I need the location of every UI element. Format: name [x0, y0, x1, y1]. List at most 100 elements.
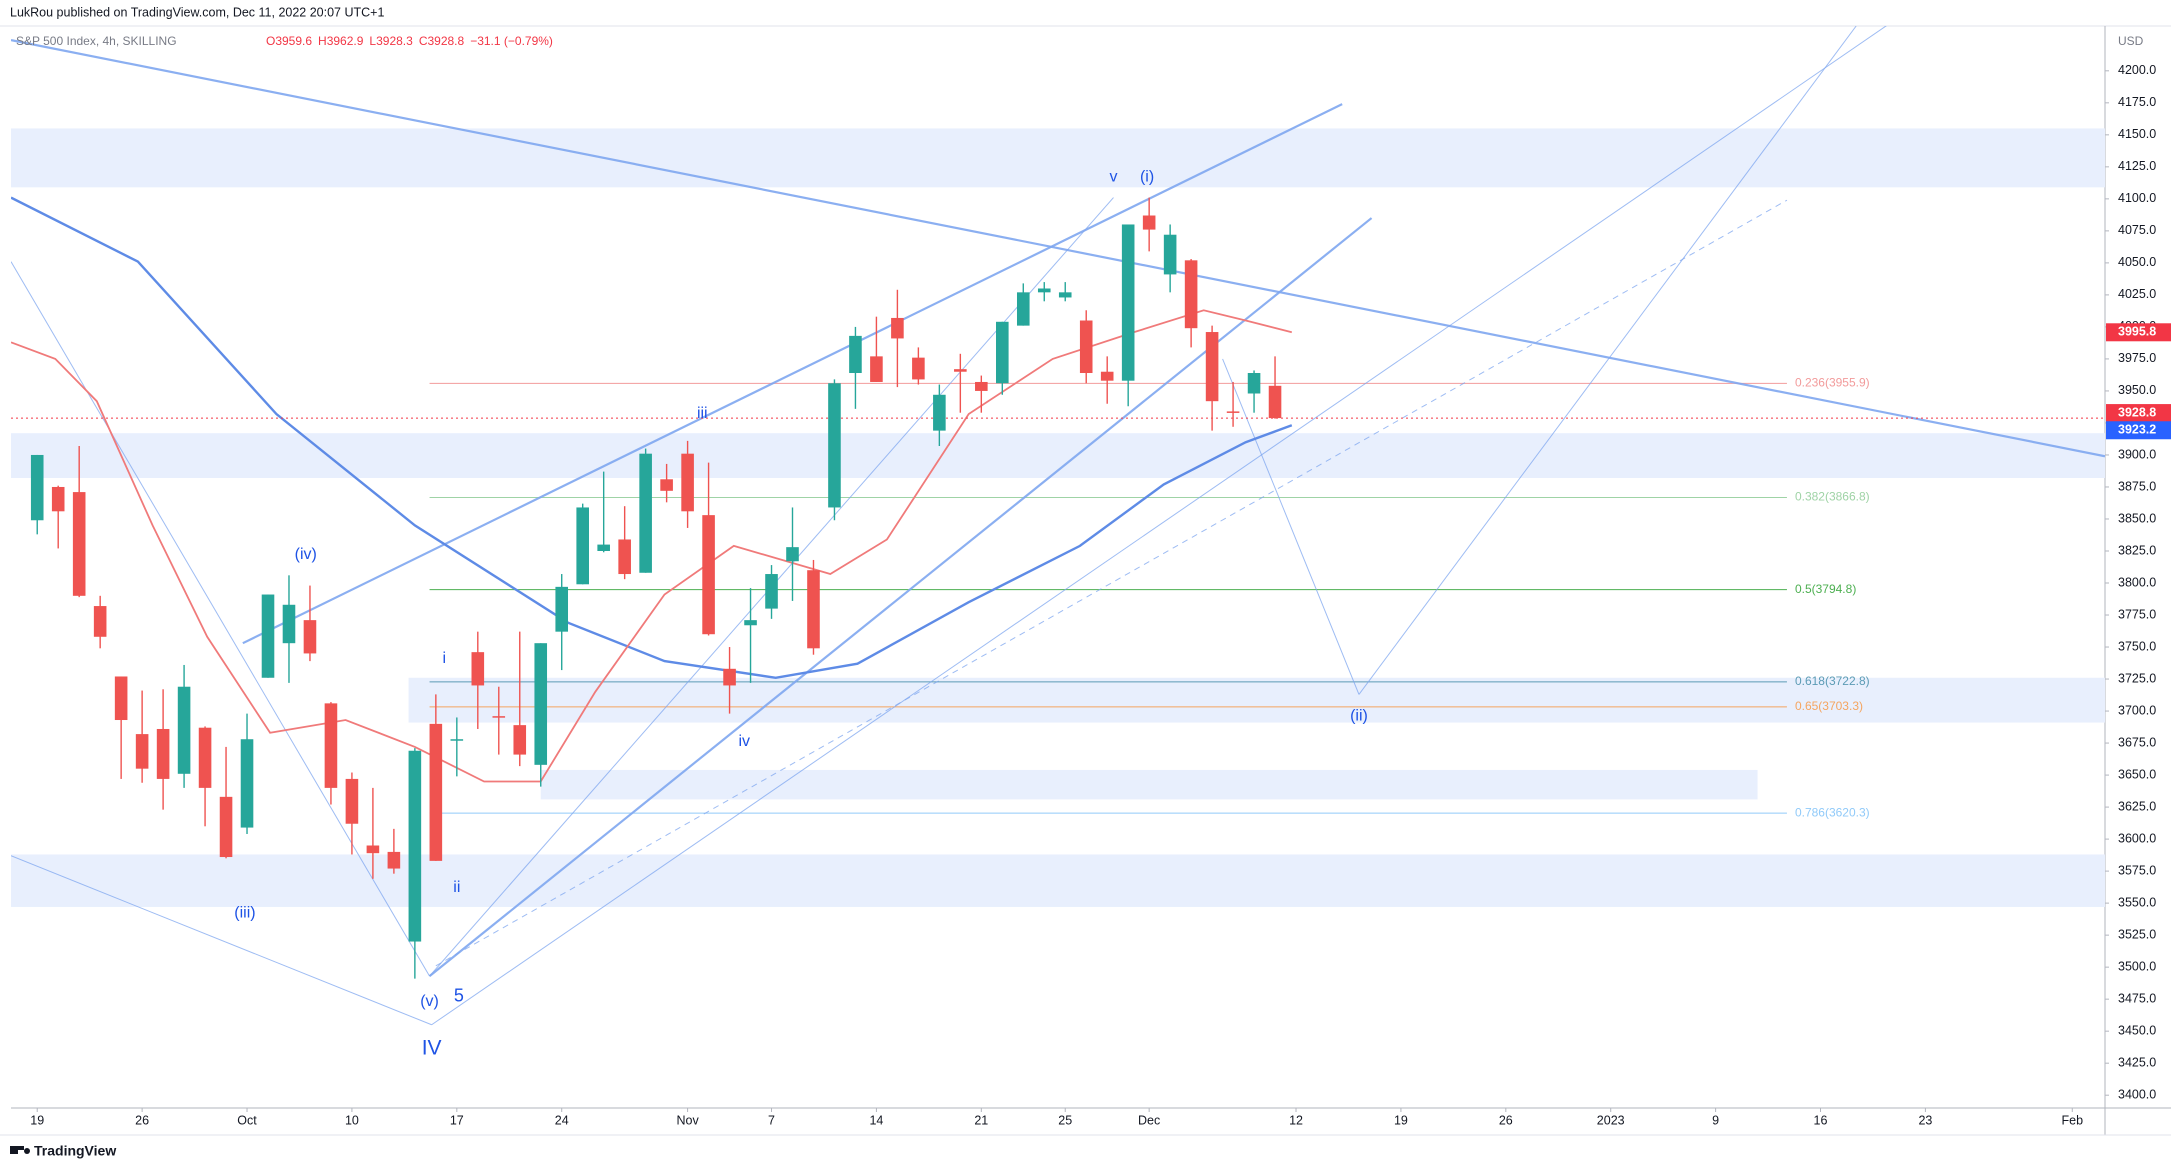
- candle-body: [933, 394, 946, 431]
- candle-body: [870, 356, 883, 382]
- candle-body: [1079, 320, 1093, 374]
- y-tick-label: 3575.0: [2118, 863, 2156, 877]
- fib-label: 0.5(3794.8): [1795, 582, 1856, 596]
- x-tick-label: 10: [345, 1113, 359, 1127]
- price-tag: [2106, 421, 2171, 440]
- y-tick-label: 4050.0: [2118, 255, 2156, 269]
- wave-label: i: [442, 650, 446, 667]
- candle-body: [912, 357, 925, 380]
- author-line: LukRou published on TradingView.com, Dec…: [10, 5, 384, 19]
- fib-label: 0.618(3722.8): [1795, 674, 1870, 688]
- trendline: [435, 199, 1788, 967]
- candle-body: [723, 668, 736, 686]
- candle-body: [1037, 288, 1051, 293]
- x-tick-label: 17: [450, 1113, 464, 1127]
- wave-label: iii: [697, 405, 708, 422]
- y-tick-label: 4150.0: [2118, 127, 2156, 141]
- candle-body: [198, 727, 212, 788]
- y-tick-label: 3650.0: [2118, 767, 2156, 781]
- candle-body: [219, 796, 233, 858]
- zone: [11, 128, 2105, 188]
- candle-body: [51, 486, 65, 512]
- x-tick-label: 24: [555, 1113, 569, 1127]
- candle-body: [366, 845, 380, 854]
- candle-body: [1016, 292, 1030, 326]
- fib-label: 0.236(3955.9): [1795, 376, 1870, 390]
- wave-label: v: [1109, 168, 1117, 185]
- candle-body: [303, 620, 317, 654]
- candle-body: [93, 606, 107, 637]
- fib-label: 0.65(3703.3): [1795, 699, 1863, 713]
- candle-body: [891, 317, 904, 339]
- wave-label: 5: [454, 985, 464, 1005]
- x-tick-label: Dec: [1138, 1113, 1160, 1127]
- ohlc-value: C3928.8: [419, 34, 465, 48]
- price-tag: [2106, 404, 2171, 423]
- price-tag-label: 3928.8: [2118, 405, 2156, 419]
- candle-body: [1184, 260, 1198, 329]
- y-tick-label: 4100.0: [2118, 191, 2156, 205]
- x-tick-label: 12: [1289, 1113, 1303, 1127]
- y-tick-label: 3550.0: [2118, 895, 2156, 909]
- y-tick-label: 3950.0: [2118, 383, 2156, 397]
- y-tick-label: 3425.0: [2118, 1055, 2156, 1069]
- y-tick-label: 3725.0: [2118, 671, 2156, 685]
- candle-body: [1121, 224, 1135, 381]
- y-tick-label: 3775.0: [2118, 607, 2156, 621]
- x-tick-label: 19: [1394, 1113, 1408, 1127]
- y-tick-label: 3825.0: [2118, 543, 2156, 557]
- candle-body: [639, 453, 652, 573]
- x-tick-label: 23: [1918, 1113, 1932, 1127]
- candle-body: [828, 383, 841, 508]
- price-tag: [2106, 323, 2171, 342]
- logo-text: TradingView: [34, 1143, 116, 1159]
- trendline: [11, 39, 2105, 458]
- candle-body: [1163, 234, 1177, 275]
- y-tick-label: 4075.0: [2118, 223, 2156, 237]
- price-tag-label: 3995.8: [2118, 325, 2156, 339]
- candle-body: [1142, 215, 1156, 230]
- candle-body: [954, 369, 967, 372]
- x-tick-label: Feb: [2061, 1113, 2083, 1127]
- trendline: [431, 26, 1887, 1026]
- currency: USD: [2118, 34, 2144, 48]
- x-tick-label: Nov: [676, 1113, 699, 1127]
- x-tick-label: 2023: [1597, 1113, 1625, 1127]
- trendline: [11, 855, 432, 1026]
- candle-body: [450, 739, 464, 741]
- candle-body: [534, 643, 548, 765]
- candle-body: [996, 321, 1009, 384]
- candle-body: [702, 515, 715, 635]
- moving-average: [11, 196, 1293, 680]
- x-tick-label: Oct: [237, 1113, 257, 1127]
- y-tick-label: 4125.0: [2118, 159, 2156, 173]
- fib-label: 0.786(3620.3): [1795, 805, 1870, 819]
- y-tick-label: 4200.0: [2118, 63, 2156, 77]
- candle-body: [408, 750, 422, 942]
- y-tick-label: 3975.0: [2118, 351, 2156, 365]
- x-tick-label: 19: [30, 1113, 44, 1127]
- y-tick-label: 3800.0: [2118, 575, 2156, 589]
- candle-body: [660, 479, 673, 491]
- y-tick-label: 3675.0: [2118, 735, 2156, 749]
- x-tick-label: 7: [768, 1113, 775, 1127]
- zone: [540, 769, 1758, 800]
- candle-body: [240, 739, 254, 828]
- candle-body: [429, 723, 443, 861]
- wave-label: (i): [1140, 168, 1154, 185]
- candle-body: [492, 716, 506, 718]
- x-tick-label: 9: [1712, 1113, 1719, 1127]
- candle-body: [1058, 292, 1072, 298]
- ohlc-value: O3959.6: [266, 34, 312, 48]
- candle-body: [387, 851, 401, 869]
- candle-body: [681, 453, 694, 512]
- y-tick-label: 3400.0: [2118, 1087, 2156, 1101]
- y-tick-label: 3500.0: [2118, 959, 2156, 973]
- y-tick-label: 3625.0: [2118, 799, 2156, 813]
- y-tick-label: 3525.0: [2118, 927, 2156, 941]
- wave-label: (ii): [1350, 707, 1368, 724]
- candle-body: [177, 686, 191, 774]
- overlay: S&P 500 Index, 4h, SKILLING USD O3959.6 H…: [16, 34, 2144, 48]
- wave-label: (iii): [234, 905, 255, 922]
